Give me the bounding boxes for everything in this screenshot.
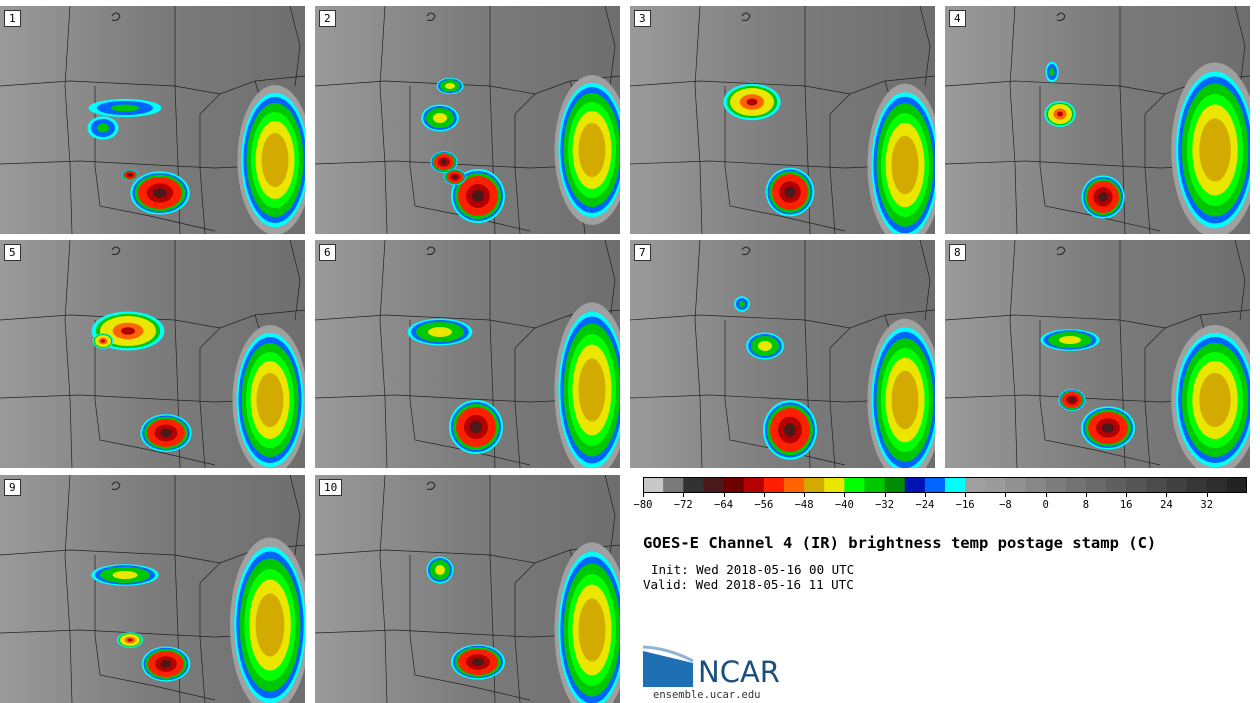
colorbar-tick-label: −40 — [834, 499, 854, 511]
ir-satellite-map — [0, 475, 305, 703]
postage-stamp-panel: 8 — [945, 240, 1250, 468]
colorbar-swatch — [783, 477, 805, 493]
ir-satellite-map — [630, 240, 935, 468]
postage-stamp-panel: 5 — [0, 240, 305, 468]
ir-satellite-map — [945, 6, 1250, 234]
colorbar-tick-mark — [804, 493, 806, 497]
ir-satellite-map — [0, 6, 305, 234]
colorbar — [643, 477, 1247, 493]
colorbar-swatch — [1106, 477, 1127, 493]
colorbar-swatch — [743, 477, 765, 493]
ir-satellite-map — [0, 240, 305, 468]
colorbar-swatch — [663, 477, 684, 493]
colorbar-swatch — [904, 477, 926, 493]
colorbar-tick-label: 24 — [1160, 499, 1173, 511]
postage-stamp-panel: 9 — [0, 475, 305, 703]
colorbar-swatch — [723, 477, 745, 493]
colorbar-swatch — [1025, 477, 1047, 493]
colorbar-swatch — [1126, 477, 1147, 493]
postage-stamp-panel: 3 — [630, 6, 935, 234]
colorbar-tick-mark — [965, 493, 967, 497]
colorbar-tick-mark — [844, 493, 846, 497]
postage-stamp-panel: 1 — [0, 6, 305, 234]
colorbar-swatch — [1206, 477, 1228, 493]
colorbar-swatch — [1226, 477, 1247, 493]
colorbar-tick-label: 8 — [1082, 499, 1090, 511]
colorbar-tick-label: 16 — [1119, 499, 1133, 511]
colorbar-swatch — [985, 477, 1006, 493]
colorbar-swatch — [824, 477, 845, 493]
colorbar-tick-label: 32 — [1200, 499, 1214, 511]
panel-number: 6 — [319, 244, 336, 261]
valid-time: Valid: Wed 2018-05-16 11 UTC — [643, 577, 854, 592]
colorbar-tick-mark — [1206, 493, 1208, 497]
colorbar-tick-mark — [643, 493, 644, 497]
panel-number: 4 — [949, 10, 966, 27]
colorbar-tick-mark — [884, 493, 886, 497]
colorbar-tick-label: −80 — [633, 499, 653, 511]
colorbar-tick-mark — [1045, 493, 1047, 497]
colorbar-tick-label: −16 — [955, 499, 975, 511]
colorbar-swatch — [1186, 477, 1208, 493]
ir-satellite-map — [945, 240, 1250, 468]
colorbar-tick-mark — [1085, 493, 1087, 497]
colorbar-swatch — [1045, 477, 1067, 493]
postage-stamp-panel: 10 — [315, 475, 620, 703]
postage-stamp-panel: 6 — [315, 240, 620, 468]
colorbar-swatch — [763, 477, 785, 493]
colorbar-swatch — [1146, 477, 1167, 493]
colorbar-swatch — [965, 477, 986, 493]
panel-number: 3 — [634, 10, 651, 27]
colorbar-swatch — [1085, 477, 1107, 493]
colorbar-ticks: −80 −72 −64 −56 −48 −40 −32 −24 −16 −8 0 8 16 24 32 — [634, 493, 1247, 515]
colorbar-swatch — [884, 477, 906, 493]
panel-number: 5 — [4, 244, 21, 261]
panel-number: 8 — [949, 244, 966, 261]
colorbar-swatch — [1065, 477, 1087, 493]
colorbar-tick-mark — [723, 493, 725, 497]
colorbar-swatch — [864, 477, 886, 493]
panel-number: 2 — [319, 10, 336, 27]
ir-satellite-map — [315, 6, 620, 234]
colorbar-swatch — [924, 477, 946, 493]
colorbar-tick-mark — [1166, 493, 1168, 497]
postage-stamp-panel: 2 — [315, 6, 620, 234]
colorbar-tick-label: −8 — [999, 499, 1012, 511]
figure-title: GOES-E Channel 4 (IR) brightness temp po… — [643, 534, 1157, 552]
colorbar-tick-label: 0 — [1042, 499, 1049, 511]
colorbar-tick-mark — [683, 493, 685, 497]
site-url: ensemble.ucar.edu — [653, 689, 761, 701]
colorbar-tick-label: −64 — [714, 499, 734, 511]
colorbar-swatch — [683, 477, 704, 493]
ir-satellite-map — [630, 6, 935, 234]
colorbar-tick-label: −72 — [673, 499, 693, 511]
panel-number: 1 — [4, 10, 21, 27]
ir-satellite-map — [315, 240, 620, 468]
ncar-logo-icon — [643, 645, 694, 687]
panel-number: 7 — [634, 244, 651, 261]
colorbar-swatch — [1005, 477, 1027, 493]
colorbar-tick-label: −48 — [794, 499, 814, 511]
colorbar-tick-mark — [924, 493, 926, 497]
panel-number: 10 — [319, 479, 343, 496]
ir-satellite-map — [315, 475, 620, 703]
postage-stamp-panel: 4 — [945, 6, 1250, 234]
postage-stamp-panel: 7 — [630, 240, 935, 468]
colorbar-tick-mark — [1126, 493, 1128, 497]
colorbar-tick-label: −24 — [915, 499, 935, 511]
colorbar-swatch — [643, 477, 664, 493]
colorbar-tick-mark — [763, 493, 765, 497]
colorbar-tick-label: −32 — [875, 499, 895, 511]
colorbar-swatch — [804, 477, 825, 493]
colorbar-tick-label: −56 — [754, 499, 774, 511]
colorbar-swatch — [1166, 477, 1188, 493]
colorbar-tick-mark — [1005, 493, 1007, 497]
logo-text: NCAR — [698, 655, 780, 689]
init-time: Init: Wed 2018-05-16 00 UTC — [651, 562, 855, 577]
colorbar-swatch — [844, 477, 865, 493]
colorbar-swatch — [703, 477, 725, 493]
panel-number: 9 — [4, 479, 21, 496]
colorbar-swatch — [945, 477, 966, 493]
